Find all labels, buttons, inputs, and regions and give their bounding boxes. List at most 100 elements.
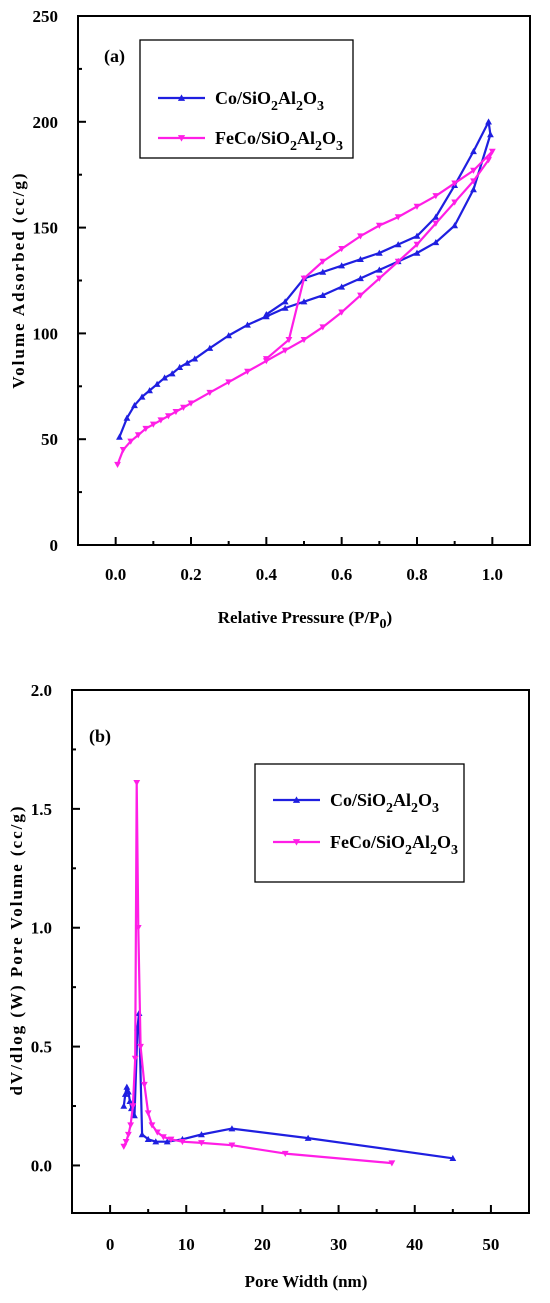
data-point-1 [470, 167, 477, 174]
data-point-0 [281, 304, 289, 311]
data-point-1 [300, 275, 308, 282]
x-tick-label: 1.0 [482, 565, 503, 584]
data-point-1 [114, 461, 121, 468]
data-point-0 [124, 1088, 132, 1095]
data-point-1 [127, 438, 135, 445]
data-point-1 [129, 1103, 137, 1110]
data-point-0 [281, 298, 289, 305]
data-point-1 [134, 925, 142, 932]
x-tick-label: 0.8 [406, 565, 427, 584]
data-point-1 [131, 1055, 139, 1062]
data-point-1 [338, 309, 346, 316]
data-point-0 [126, 1097, 134, 1104]
data-point-0 [375, 266, 383, 273]
x-tick-label: 30 [330, 1235, 347, 1254]
data-point-0 [487, 131, 494, 138]
data-point-0 [357, 255, 364, 263]
data-point-1 [148, 1122, 156, 1129]
x-axis-label-a: Relative Pressure (P/P0) [218, 608, 392, 632]
data-point-1 [122, 1138, 130, 1146]
y-tick-label: 50 [41, 430, 58, 449]
data-point-1 [388, 1160, 396, 1167]
plot-frame-b [71, 689, 530, 1214]
x-tick-label: 0.0 [105, 565, 126, 584]
data-point-1 [187, 400, 195, 407]
data-point-1 [432, 220, 440, 227]
data-point-0 [470, 148, 477, 155]
data-point-0 [198, 1131, 205, 1138]
data-point-1 [413, 241, 421, 248]
data-point-0 [338, 262, 346, 269]
data-point-1 [153, 1129, 161, 1136]
y-tick-label: 0.0 [31, 1156, 52, 1175]
chart-panel-a: 0.0 0.2 0.4 0.6 0.8 1.0 0 50 100 150 200 250 (a) Co… [9, 7, 531, 632]
panel-label-a: (a) [104, 46, 125, 67]
data-point-0 [432, 239, 440, 246]
legend-marker-0 [177, 94, 186, 101]
data-point-1 [206, 389, 214, 397]
data-point-1 [413, 203, 421, 210]
x-tick-label: 0.4 [256, 565, 278, 584]
data-point-0 [138, 393, 146, 400]
data-point-0 [163, 1138, 171, 1145]
data-point-1 [432, 193, 440, 200]
data-point-0 [485, 118, 492, 125]
data-point-0 [120, 1102, 128, 1109]
data-point-1 [357, 292, 364, 299]
x-tick-label: 50 [482, 1235, 499, 1254]
legend-b [254, 763, 465, 883]
data-point-1 [140, 1081, 148, 1089]
data-point-1 [160, 1134, 167, 1141]
data-point-1 [180, 404, 187, 411]
x-axis-label-b: Pore Width (nm) [245, 1272, 368, 1291]
x-tick-label: 20 [254, 1235, 271, 1254]
data-point-1 [142, 425, 150, 433]
data-point-0 [375, 249, 383, 256]
data-point-0 [338, 283, 346, 290]
data-point-1 [225, 379, 233, 386]
data-point-1 [172, 408, 180, 416]
data-point-0 [300, 298, 308, 305]
data-point-1 [488, 148, 496, 155]
data-point-0 [153, 380, 161, 387]
data-point-1 [179, 1138, 186, 1146]
x-tick-label: 0.2 [180, 565, 201, 584]
data-point-1 [165, 413, 172, 420]
y-tick-label: 0 [50, 536, 59, 555]
data-point-0 [470, 186, 477, 193]
legend-label-1: FeCo/SiO2Al2O3 [330, 832, 458, 858]
data-point-1 [262, 356, 270, 363]
legend-marker-1 [177, 135, 186, 142]
data-point-0 [413, 249, 421, 256]
data-point-0 [168, 370, 176, 377]
data-point-0 [432, 213, 440, 220]
x-tick-label: 0 [106, 1235, 115, 1254]
data-point-0 [183, 359, 191, 366]
panel-label-b: (b) [89, 726, 111, 747]
legend-label-0: Co/SiO2Al2O3 [215, 88, 324, 114]
data-point-0 [319, 268, 327, 275]
data-point-1 [244, 368, 251, 375]
series-line-0 [118, 120, 492, 438]
data-point-1 [144, 1110, 152, 1117]
data-point-0 [262, 310, 270, 318]
data-point-1 [198, 1140, 205, 1147]
data-point-0 [123, 1083, 131, 1090]
data-point-0 [131, 401, 138, 409]
data-point-1 [394, 214, 402, 221]
y-axis-label-b: dV/dlog (W) Pore Volume (cc/g) [7, 804, 26, 1095]
data-point-0 [319, 291, 327, 299]
data-point-1 [137, 1043, 144, 1050]
y-tick-label: 1.5 [31, 800, 52, 819]
data-point-1 [149, 421, 157, 428]
legend-marker-0 [292, 796, 301, 803]
data-point-1 [470, 178, 477, 185]
data-point-0 [191, 355, 199, 362]
data-point-1 [120, 1143, 128, 1150]
data-point-0 [357, 274, 364, 282]
data-point-1 [127, 1122, 135, 1129]
data-point-1 [319, 258, 327, 265]
y-tick-label: 2.0 [31, 681, 52, 700]
chart-panel-b: 0 10 20 30 40 50 0.0 0.5 1.0 1.5 2.0 (b) Co/SiO2Al… [7, 681, 530, 1291]
